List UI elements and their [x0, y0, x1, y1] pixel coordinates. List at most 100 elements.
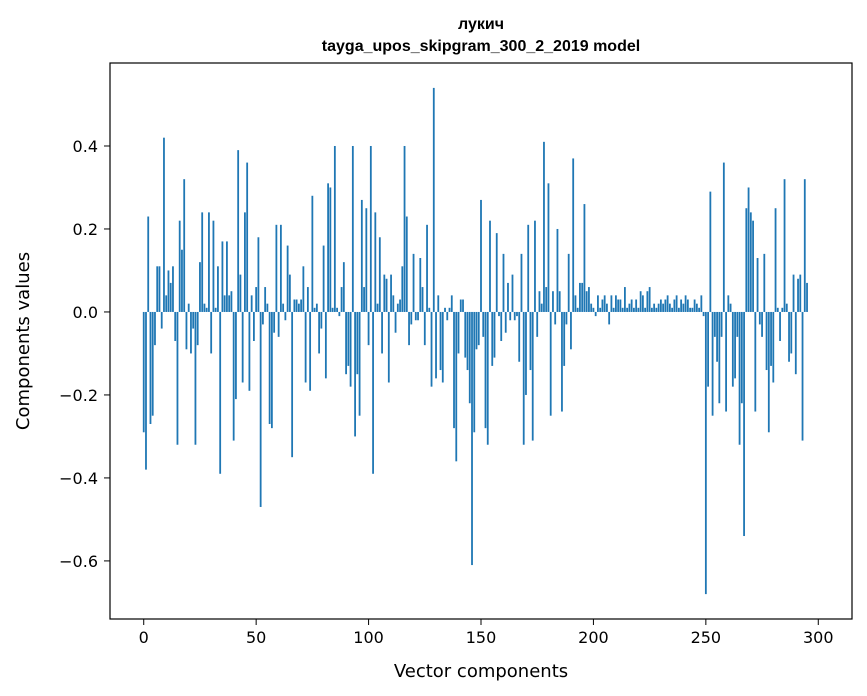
bar	[498, 311, 500, 317]
bar	[210, 311, 213, 354]
bar	[475, 311, 478, 350]
bar	[203, 303, 206, 312]
bar	[615, 295, 617, 312]
plot-frame	[109, 62, 853, 620]
bar	[331, 307, 334, 312]
bar	[563, 311, 566, 366]
bar	[754, 311, 757, 412]
bar	[500, 311, 503, 341]
bar	[165, 295, 168, 312]
bar	[758, 311, 761, 325]
bar	[511, 274, 514, 312]
bar	[322, 245, 325, 312]
bar	[365, 208, 368, 312]
bar	[394, 311, 397, 333]
bar	[262, 311, 264, 325]
bar	[486, 311, 489, 445]
bar	[785, 303, 788, 312]
bar	[453, 311, 455, 429]
bar	[554, 311, 557, 325]
bar	[765, 311, 768, 371]
bar	[219, 311, 222, 474]
bar	[797, 278, 799, 312]
bar	[235, 311, 237, 400]
bar	[421, 287, 424, 312]
bar	[536, 311, 539, 337]
bar	[788, 311, 790, 362]
bar	[745, 208, 748, 312]
bar	[277, 311, 280, 337]
bar	[457, 311, 460, 354]
bar	[313, 307, 316, 312]
bar	[641, 295, 644, 312]
bar	[241, 311, 244, 383]
bar	[250, 295, 253, 312]
bar	[237, 150, 240, 312]
bar	[720, 311, 723, 337]
bar	[689, 307, 692, 312]
bar	[790, 311, 793, 354]
bar	[403, 145, 406, 312]
bar	[774, 208, 777, 312]
bar	[167, 270, 170, 312]
x-tick-label: 100	[353, 628, 384, 647]
bar	[268, 311, 271, 424]
bar	[770, 311, 772, 366]
bar	[300, 299, 303, 312]
bar	[228, 295, 231, 312]
bar	[540, 303, 543, 312]
bar	[163, 137, 165, 312]
bar	[257, 237, 260, 312]
bar	[502, 253, 505, 312]
bar	[626, 307, 629, 312]
bar	[151, 311, 154, 416]
bar	[612, 307, 615, 312]
bar	[547, 183, 550, 312]
bar	[565, 311, 568, 325]
bar	[459, 299, 462, 312]
y-tick-label: −0.6	[59, 552, 98, 571]
bar	[293, 299, 296, 312]
bar	[264, 287, 267, 312]
bar	[567, 253, 570, 312]
bar	[588, 287, 590, 312]
bar	[455, 311, 458, 462]
bar	[414, 311, 417, 321]
bar	[324, 311, 327, 379]
x-tick-label: 250	[691, 628, 722, 647]
bar	[684, 295, 687, 312]
bar	[444, 307, 446, 312]
bar	[426, 224, 428, 312]
bar	[725, 311, 727, 412]
y-tick-label: 0.4	[73, 137, 98, 156]
bar	[671, 307, 674, 312]
bar	[405, 216, 408, 312]
bar	[448, 307, 451, 312]
bar	[666, 295, 669, 312]
bar	[527, 224, 530, 312]
bar	[183, 179, 186, 312]
bar	[477, 311, 480, 346]
bar	[538, 291, 541, 312]
bar	[187, 303, 190, 312]
bar	[172, 266, 174, 312]
bar	[516, 311, 518, 317]
bar	[363, 287, 365, 312]
bar	[704, 311, 707, 595]
bar	[734, 311, 736, 379]
bar	[149, 311, 152, 424]
bar	[617, 299, 620, 312]
bar	[318, 311, 321, 354]
bar	[356, 311, 359, 375]
bar	[630, 299, 633, 312]
bar	[624, 287, 626, 312]
bar	[529, 311, 532, 371]
bar	[608, 311, 611, 325]
bar	[552, 291, 554, 312]
bar	[194, 311, 197, 445]
bar	[282, 303, 285, 312]
bar	[718, 311, 721, 404]
bars-group	[142, 87, 808, 595]
bar	[752, 220, 754, 312]
